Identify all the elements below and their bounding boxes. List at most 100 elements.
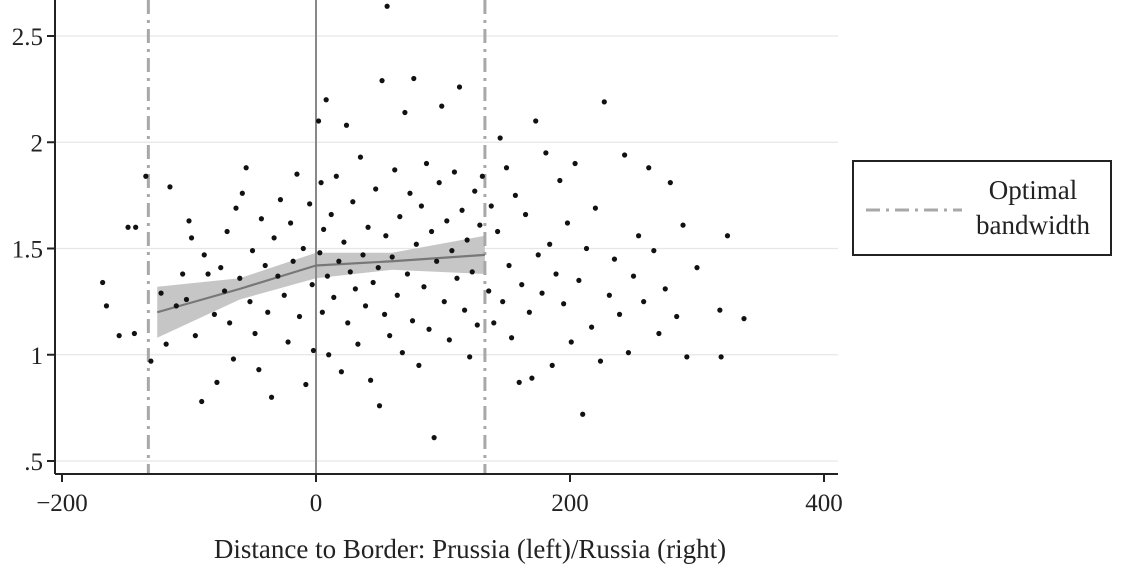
data-point [397,214,403,220]
y-tick-label: 2.5 [12,24,43,51]
y-tick-label: 2 [31,130,44,157]
data-point [416,362,422,368]
data-point [454,275,460,281]
data-point [680,222,686,228]
data-point [543,150,549,156]
data-point [646,165,652,171]
data-point [413,241,419,247]
data-point [459,207,465,213]
data-point [469,269,475,275]
data-point [674,313,680,320]
data-point [309,282,315,288]
data-point [341,239,347,245]
data-point [271,235,277,241]
data-point [392,167,398,173]
data-point [431,435,437,441]
data-point [547,241,553,247]
data-point [529,375,535,381]
data-point [724,233,731,239]
data-point [488,203,494,209]
data-point [343,122,350,128]
data-point [389,254,395,260]
data-point [103,303,110,309]
data-point [472,188,478,194]
data-point [512,192,518,198]
data-point [224,228,230,235]
data-point [526,309,532,315]
data-point [522,211,529,218]
data-point [211,311,217,317]
ci-band-right [316,235,485,279]
data-point [303,381,309,388]
data-point [375,265,381,271]
data-point [333,173,339,179]
data-point [625,350,632,356]
y-tick-label: 1 [31,343,44,370]
x-axis-title: Distance to Border: Prussia (left)/Russi… [214,534,726,564]
data-point [300,245,306,252]
data-point [418,203,425,209]
fit-line-left [156,264,317,314]
data-point [324,273,331,279]
data-point [428,228,435,235]
data-point [317,250,323,256]
data-point [336,258,342,264]
data-point [421,284,427,290]
data-point [243,165,249,171]
data-point [409,318,416,324]
data-point [741,316,747,322]
data-point [148,358,154,364]
data-point [411,75,417,82]
data-point [491,320,497,326]
data-point [265,309,271,315]
data-point [321,226,327,232]
data-point [495,228,501,235]
data-point [694,265,700,271]
data-point [717,307,723,313]
confidence-bands [157,235,485,338]
data-point [275,273,281,279]
data-point [662,286,668,292]
data-point [535,252,541,258]
data-point [451,169,458,175]
data-point [407,190,413,196]
data-point [350,199,356,205]
data-point [500,299,506,305]
data-point [188,235,195,241]
data-point [508,335,515,341]
data-point [262,262,268,269]
fit-line-right [315,253,485,267]
data-point [201,252,207,258]
data-point [549,362,555,368]
data-point [444,218,450,224]
data-point [192,333,198,339]
data-point [561,301,567,307]
data-point [326,352,332,358]
data-point [143,173,149,179]
y-tick-label: 1.5 [12,237,43,264]
data-point [173,303,179,309]
data-point [503,165,510,171]
data-point [315,118,322,124]
data-point [439,103,445,109]
data-point [347,269,353,275]
data-point [285,339,291,345]
data-point [426,326,432,332]
data-point [373,186,379,192]
data-point [616,311,623,317]
data-point [221,288,228,294]
reference-lines [146,0,487,474]
data-point [436,180,442,186]
data-point [352,286,358,292]
data-point [357,154,364,160]
data-point [580,411,586,417]
data-point [446,337,452,343]
data-point [233,205,239,211]
data-point [205,271,211,277]
data-point [296,313,303,320]
data-point [199,398,205,405]
legend-label-line-1: Optimal [989,175,1078,205]
data-point [318,180,324,186]
